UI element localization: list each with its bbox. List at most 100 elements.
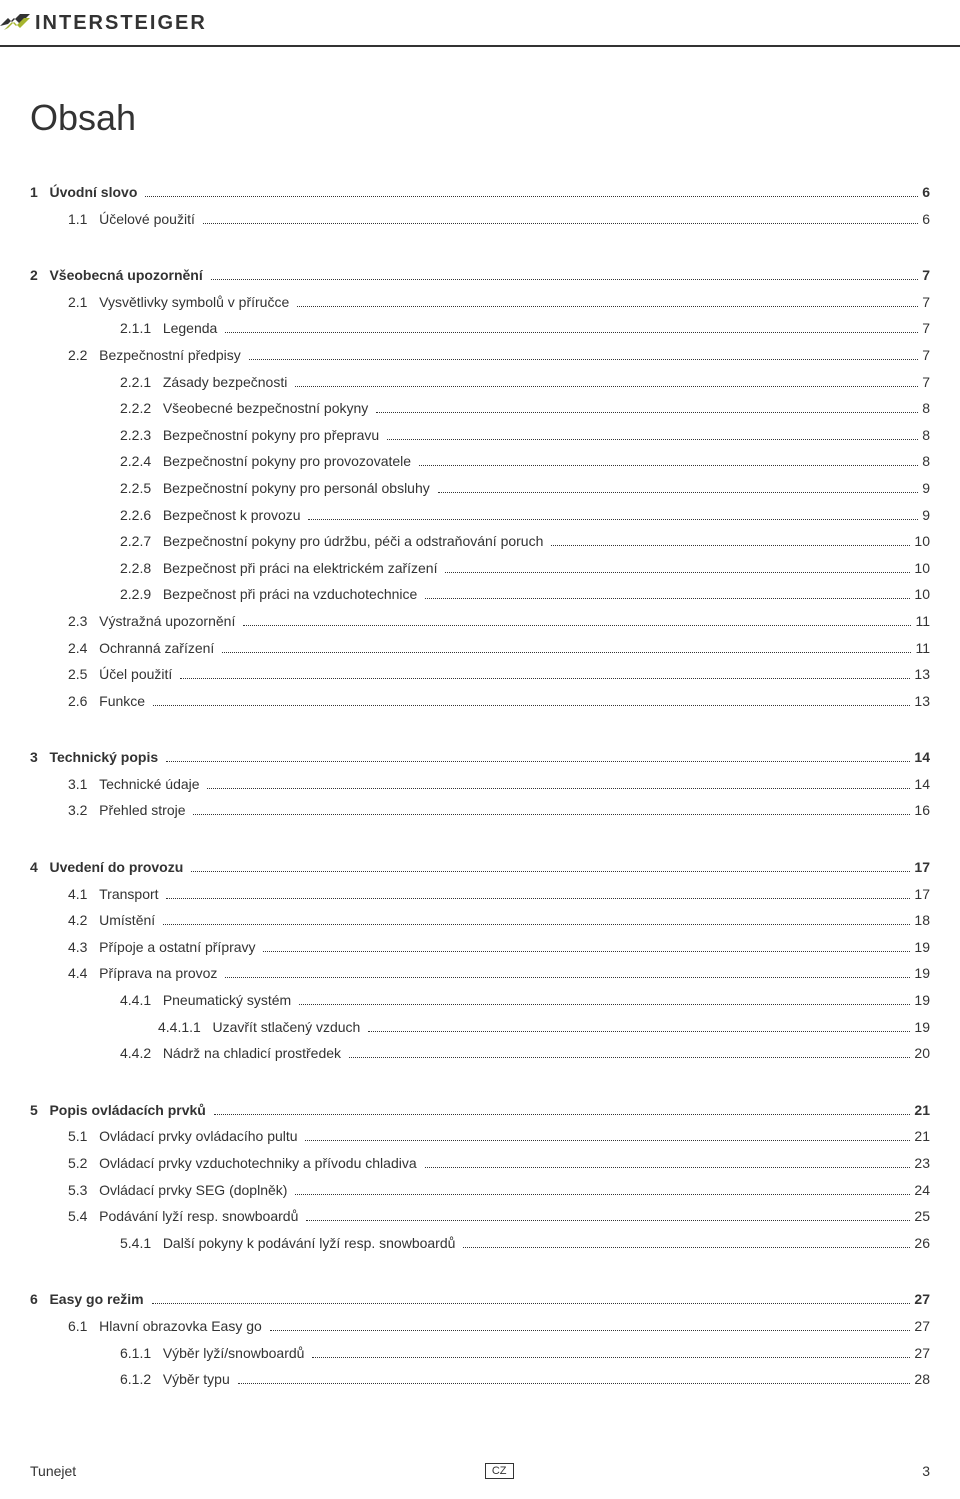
- toc-entry-label: Všeobecná upozornění: [49, 262, 206, 289]
- toc-row: 2.2 Bezpečnostní předpisy 7: [30, 342, 930, 369]
- toc-entry-number: 2.3: [68, 608, 87, 635]
- toc-entry-label: Bezpečnostní pokyny pro provozovatele: [163, 448, 415, 475]
- toc-title: Obsah: [30, 97, 930, 139]
- toc-entry-number: 2.2.8: [120, 555, 151, 582]
- toc-entry-label: Ovládací prvky SEG (doplněk): [99, 1177, 291, 1204]
- toc-entry-page: 21: [914, 1097, 930, 1124]
- toc-entry-label: Bezpečnostní pokyny pro přepravu: [163, 422, 383, 449]
- toc-entry-label: Vysvětlivky symbolů v příručce: [99, 289, 293, 316]
- toc-entry-label: Technické údaje: [99, 771, 203, 798]
- toc-leader-dots: [376, 412, 918, 413]
- toc-row: 2 Všeobecná upozornění 7: [30, 262, 930, 289]
- toc-row: 2.1 Vysvětlivky symbolů v příručce 7: [30, 289, 930, 316]
- toc-row: 4.1 Transport 17: [30, 881, 930, 908]
- toc-entry-label: Easy go režim: [49, 1286, 147, 1313]
- toc-leader-dots: [238, 1383, 911, 1384]
- toc-entry-page: 25: [914, 1203, 930, 1230]
- toc-entry-number: 6.1.1: [120, 1340, 151, 1367]
- toc-entry-number: 4.2: [68, 907, 87, 934]
- footer-language-code: CZ: [485, 1463, 514, 1479]
- toc-entry-page: 17: [914, 881, 930, 908]
- toc-entry-page: 10: [914, 555, 930, 582]
- toc-leader-dots: [263, 951, 910, 952]
- toc-row: 5 Popis ovládacích prvků 21: [30, 1097, 930, 1124]
- toc-entry-label: Technický popis: [49, 744, 162, 771]
- toc-leader-dots: [203, 223, 918, 224]
- toc-leader-dots: [425, 598, 910, 599]
- toc-entry-number: 4.1: [68, 881, 87, 908]
- toc-leader-dots: [297, 306, 918, 307]
- toc-leader-dots: [222, 652, 911, 653]
- toc-row: 2.2.9 Bezpečnost při práci na vzduchotec…: [30, 581, 930, 608]
- toc-entry-number: 5.4: [68, 1203, 87, 1230]
- toc-leader-dots: [312, 1357, 910, 1358]
- toc-row: 2.4 Ochranná zařízení 11: [30, 635, 930, 662]
- toc-row: 2.2.6 Bezpečnost k provozu 9: [30, 502, 930, 529]
- toc-entry-page: 20: [914, 1040, 930, 1067]
- toc-leader-dots: [163, 924, 910, 925]
- toc-entry-label: Úvodní slovo: [49, 179, 141, 206]
- toc-entry-label: Transport: [99, 881, 162, 908]
- toc-entry-number: 1: [30, 179, 38, 206]
- toc-entry-number: 2.2.1: [120, 369, 151, 396]
- toc-row: 3 Technický popis 14: [30, 744, 930, 771]
- toc-leader-dots: [295, 386, 918, 387]
- toc-entry-label: Účel použití: [99, 661, 176, 688]
- toc-entry-page: 19: [914, 960, 930, 987]
- toc-entry-page: 7: [922, 262, 930, 289]
- toc-entry-number: 2.4: [68, 635, 87, 662]
- toc-leader-dots: [152, 1303, 911, 1304]
- toc-entry-number: 2.2: [68, 342, 87, 369]
- toc-leader-dots: [349, 1057, 911, 1058]
- toc-entry-label: Umístění: [99, 907, 159, 934]
- toc-entry-label: Přehled stroje: [99, 797, 189, 824]
- toc-entry-label: Pneumatický systém: [163, 987, 295, 1014]
- toc-entry-label: Nádrž na chladicí prostředek: [163, 1040, 345, 1067]
- toc-section: 1 Úvodní slovo 61.1 Účelové použití 6: [30, 179, 930, 232]
- toc-entry-page: 19: [914, 934, 930, 961]
- toc-entry-number: 3: [30, 744, 38, 771]
- toc-row: 4.4 Příprava na provoz 19: [30, 960, 930, 987]
- toc-row: 6.1.1 Výběr lyží/snowboardů 27: [30, 1340, 930, 1367]
- toc-container: 1 Úvodní slovo 61.1 Účelové použití 62 V…: [30, 179, 930, 1393]
- toc-leader-dots: [419, 465, 918, 466]
- toc-entry-page: 16: [914, 797, 930, 824]
- toc-entry-page: 10: [914, 581, 930, 608]
- footer-product-name: Tunejet: [30, 1463, 76, 1479]
- toc-row: 5.3 Ovládací prvky SEG (doplněk) 24: [30, 1177, 930, 1204]
- toc-entry-page: 7: [922, 369, 930, 396]
- toc-row: 3.2 Přehled stroje 16: [30, 797, 930, 824]
- toc-row: 2.6 Funkce 13: [30, 688, 930, 715]
- toc-row: 4.3 Přípoje a ostatní přípravy 19: [30, 934, 930, 961]
- toc-entry-number: 2.2.4: [120, 448, 151, 475]
- toc-entry-number: 3.1: [68, 771, 87, 798]
- toc-entry-number: 2.1: [68, 289, 87, 316]
- toc-leader-dots: [270, 1330, 911, 1331]
- toc-entry-label: Hlavní obrazovka Easy go: [99, 1313, 266, 1340]
- toc-entry-number: 2.5: [68, 661, 87, 688]
- toc-entry-label: Bezpečnostní pokyny pro údržbu, péči a o…: [163, 528, 547, 555]
- toc-entry-label: Bezpečnostní pokyny pro personál obsluhy: [163, 475, 434, 502]
- toc-entry-label: Ochranná zařízení: [99, 635, 218, 662]
- toc-entry-label: Bezpečnost při práci na vzduchotechnice: [163, 581, 421, 608]
- toc-leader-dots: [368, 1031, 910, 1032]
- toc-entry-number: 2.2.3: [120, 422, 151, 449]
- toc-entry-label: Další pokyny k podávání lyží resp. snowb…: [163, 1230, 460, 1257]
- toc-entry-number: 5: [30, 1097, 38, 1124]
- toc-entry-page: 19: [914, 987, 930, 1014]
- toc-row: 2.2.7 Bezpečnostní pokyny pro údržbu, pé…: [30, 528, 930, 555]
- footer-page-number: 3: [922, 1463, 930, 1479]
- toc-entry-page: 6: [922, 179, 930, 206]
- toc-entry-page: 19: [914, 1014, 930, 1041]
- toc-entry-page: 11: [915, 635, 930, 662]
- toc-row: 5.4.1 Další pokyny k podávání lyží resp.…: [30, 1230, 930, 1257]
- toc-leader-dots: [166, 898, 910, 899]
- toc-leader-dots: [425, 1167, 911, 1168]
- toc-entry-label: Příprava na provoz: [99, 960, 221, 987]
- toc-entry-page: 27: [914, 1286, 930, 1313]
- toc-entry-number: 5.3: [68, 1177, 87, 1204]
- toc-entry-page: 28: [914, 1366, 930, 1393]
- toc-entry-page: 11: [915, 608, 930, 635]
- toc-entry-number: 4.4.2: [120, 1040, 151, 1067]
- toc-leader-dots: [191, 871, 910, 872]
